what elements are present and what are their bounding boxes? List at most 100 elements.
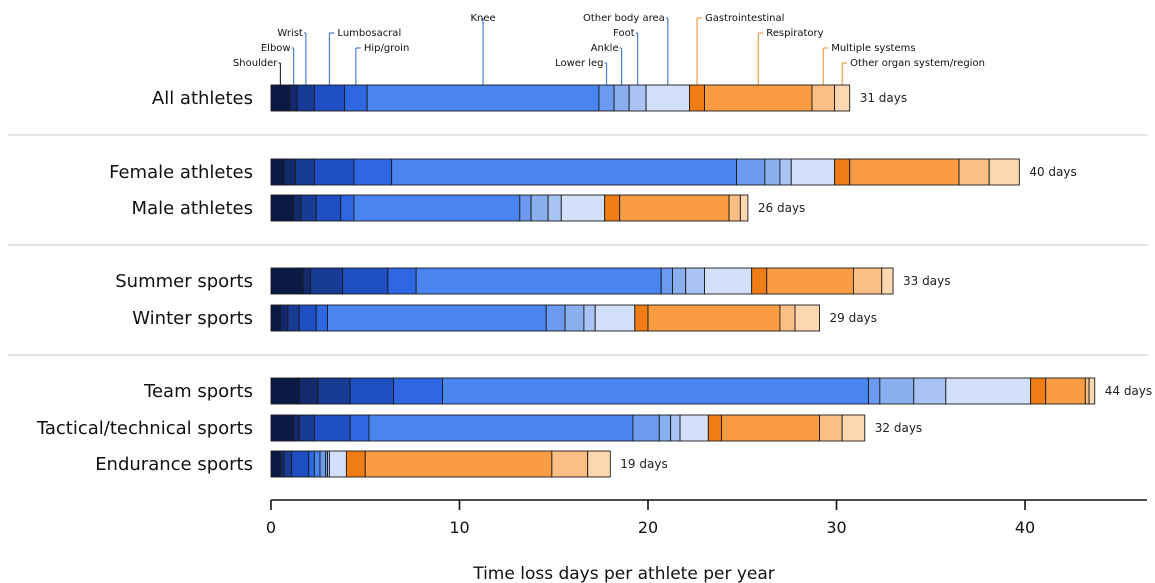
- bar-segment-wrist: [298, 414, 315, 442]
- bar-segment-hip-groin: [340, 194, 355, 222]
- bar-segment-elbow: [298, 377, 319, 405]
- bar-segment-wrist: [296, 84, 315, 112]
- bar-segment-knee: [415, 267, 662, 295]
- region-label-group: Foot: [613, 28, 639, 85]
- bar-segment-foot: [779, 158, 792, 186]
- bar-segment-knee: [366, 84, 600, 112]
- bar-segment-lumbosacral: [349, 377, 394, 405]
- bar-row: Winter sports 29 days: [132, 304, 877, 332]
- region-label-group: Wrist: [277, 28, 307, 85]
- total-days-label: 19 days: [620, 457, 667, 471]
- total-days-label: 29 days: [830, 311, 877, 325]
- x-tick-label: 30: [826, 518, 846, 537]
- region-label-group: Elbow: [261, 43, 295, 85]
- bar-segment-other-body-area: [645, 84, 690, 112]
- bar-segment-hip-groin: [315, 304, 328, 332]
- region-label: Respiratory: [766, 28, 823, 39]
- x-tick-label: 40: [1015, 518, 1035, 537]
- bar-segment-ankle: [564, 304, 585, 332]
- bar-row: Team sports 44 days: [143, 377, 1152, 405]
- bar-segment-elbow: [289, 84, 298, 112]
- bar-segment-lower-leg: [598, 84, 615, 112]
- region-label-group: Hip/groin: [355, 43, 410, 85]
- bar-segment-other-body-area: [704, 267, 753, 295]
- bar-segment-other-organ-system-region: [794, 304, 820, 332]
- bar-segment-wrist: [317, 377, 351, 405]
- region-label-group: Knee: [470, 13, 496, 85]
- bar-segment-lumbosacral: [313, 158, 355, 186]
- bar-segment-elbow: [283, 158, 296, 186]
- bar-rows: All athletes 31 days Female athletes 40 day…: [36, 84, 1152, 478]
- category-label: Endurance sports: [95, 454, 253, 475]
- bar-segment-lumbosacral: [315, 194, 342, 222]
- bar-segment-knee: [391, 158, 738, 186]
- category-label: All athletes: [152, 88, 253, 109]
- bar-segment-other-organ-system-region: [841, 414, 866, 442]
- bar-segment-wrist: [295, 158, 315, 186]
- bar-segment-knee: [313, 450, 321, 478]
- bar-segment-lumbosacral: [291, 450, 310, 478]
- category-label: Tactical/technical sports: [36, 418, 253, 439]
- bar-segment-gastrointestinal: [604, 194, 621, 222]
- region-label: Gastrointestinal: [705, 13, 784, 24]
- bar-segment-respiratory: [849, 158, 960, 186]
- bar-segment-foot: [547, 194, 562, 222]
- bar-segment-wrist: [287, 304, 300, 332]
- region-label: Elbow: [261, 43, 291, 54]
- region-label: Shoulder: [233, 58, 278, 69]
- bar-segment-hip-groin: [353, 158, 393, 186]
- bar-segment-respiratory: [721, 414, 820, 442]
- bar-segment-wrist: [300, 194, 317, 222]
- group-separators: [8, 134, 1148, 356]
- x-axis: 0 10 20 30 40: [266, 499, 1147, 537]
- bar-segment-gastrointestinal: [834, 158, 851, 186]
- category-label: Winter sports: [132, 308, 253, 329]
- x-tick-label: 20: [638, 518, 658, 537]
- bar-segment-respiratory: [364, 450, 553, 478]
- bar-segment-knee: [353, 194, 521, 222]
- bar-segment-elbow: [293, 194, 302, 222]
- region-label: Lower leg: [555, 58, 603, 69]
- total-days-label: 44 days: [1105, 384, 1152, 398]
- bar-segment-multiple-systems: [779, 304, 796, 332]
- bar-segment-hip-groin: [393, 377, 443, 405]
- bar-segment-multiple-systems: [1084, 377, 1090, 405]
- bar-segment-shoulder: [270, 158, 285, 186]
- bar-segment-knee: [442, 377, 869, 405]
- region-label: Lumbosacral: [337, 28, 401, 39]
- total-days-label: 33 days: [903, 274, 950, 288]
- bar-segment-shoulder: [270, 194, 295, 222]
- bar-segment-gastrointestinal: [634, 304, 649, 332]
- bar-segment-hip-groin: [349, 414, 370, 442]
- bar-segment-other-organ-system-region: [739, 194, 749, 222]
- bar-segment-respiratory: [766, 267, 854, 295]
- bar-segment-multiple-systems: [819, 414, 843, 442]
- total-days-label: 31 days: [860, 91, 907, 105]
- bar-segment-multiple-systems: [853, 267, 883, 295]
- bar-segment-ankle: [764, 158, 781, 186]
- bar-segment-shoulder: [270, 377, 300, 405]
- bar-segment-knee: [368, 414, 634, 442]
- category-label: Team sports: [143, 381, 253, 402]
- bar-row: All athletes 31 days: [152, 84, 907, 112]
- bar-segment-hip-groin: [344, 84, 368, 112]
- bar-row: Summer sports 33 days: [115, 267, 950, 295]
- region-labels: Shoulder Elbow Wrist Lumbosacral Hip/groin Kn…: [233, 13, 985, 85]
- bar-segment-hip-groin: [387, 267, 417, 295]
- x-axis-ticks: 0 10 20 30 40: [266, 500, 1035, 537]
- bar-row: Male athletes 26 days: [132, 194, 805, 222]
- region-label: Ankle: [591, 43, 619, 54]
- bar-segment-shoulder: [270, 450, 281, 478]
- region-label: Hip/groin: [364, 43, 410, 54]
- bar-segment-lumbosacral: [298, 304, 317, 332]
- bar-segment-other-organ-system-region: [834, 84, 851, 112]
- bar-segment-ankle: [658, 414, 672, 442]
- region-label-group: Other body area: [583, 13, 669, 85]
- bar-segment-elbow: [279, 450, 285, 478]
- bar-segment-shoulder: [270, 267, 304, 295]
- region-label: Multiple systems: [831, 43, 915, 54]
- bar-segment-foot: [685, 267, 706, 295]
- bar-segment-other-body-area: [945, 377, 1032, 405]
- region-label-group: Lower leg: [555, 58, 608, 85]
